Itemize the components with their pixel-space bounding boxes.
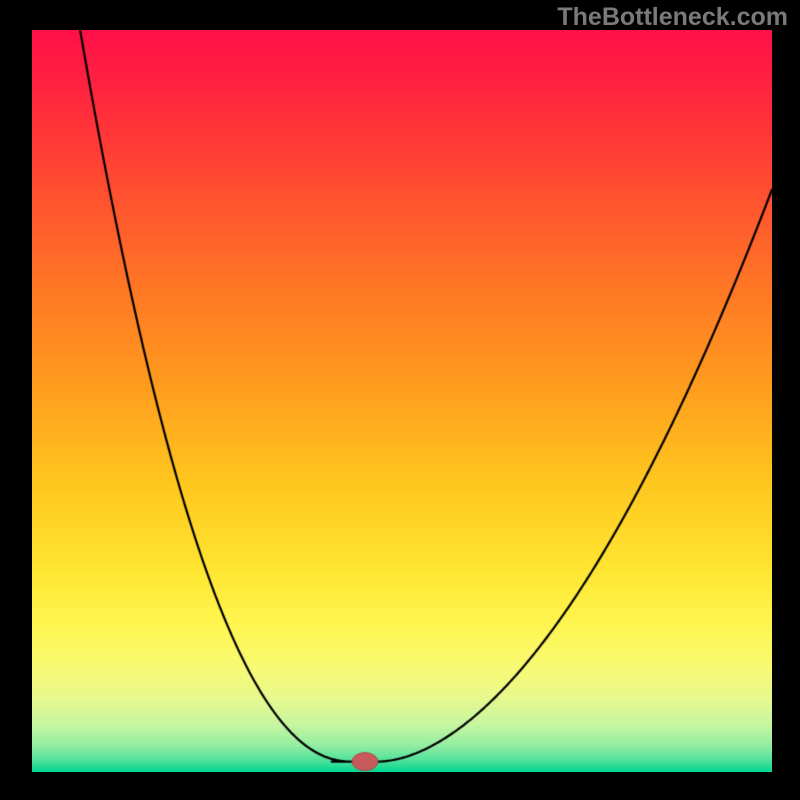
watermark-text: TheBottleneck.com — [557, 3, 788, 32]
plot-area — [32, 30, 772, 772]
gradient-canvas — [32, 30, 772, 772]
chart-stage: TheBottleneck.com — [0, 0, 800, 800]
